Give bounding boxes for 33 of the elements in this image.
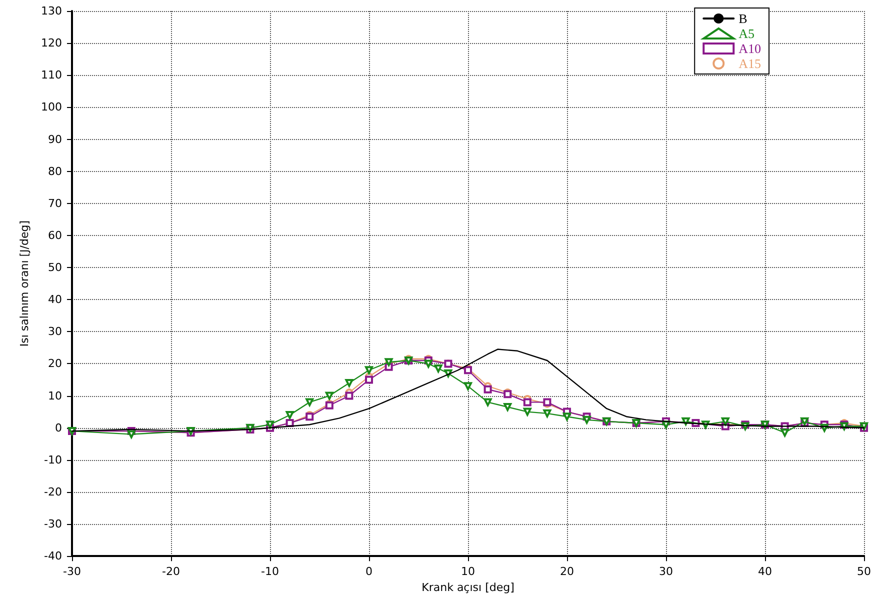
y-tick-label: 80 bbox=[48, 164, 62, 178]
y-tick-label: 130 bbox=[41, 4, 62, 18]
x-tick-label: 20 bbox=[560, 565, 574, 578]
y-tick-label: 0 bbox=[55, 421, 62, 434]
x-tick-label: -20 bbox=[162, 565, 180, 578]
y-tick-label: 30 bbox=[48, 325, 62, 338]
x-tick-label: 50 bbox=[857, 565, 871, 578]
y-tick-label: -30 bbox=[44, 518, 62, 531]
legend-label: A10 bbox=[738, 41, 761, 56]
legend-label: B bbox=[738, 11, 748, 26]
y-tick-label: -20 bbox=[44, 485, 62, 498]
x-tick-label: 40 bbox=[758, 565, 772, 578]
legend-label: A15 bbox=[738, 56, 761, 71]
y-tick-label: 60 bbox=[48, 228, 62, 242]
y-tick-label: 20 bbox=[48, 357, 62, 370]
y-tick-label: 120 bbox=[41, 36, 62, 50]
y-tick-label: 110 bbox=[41, 68, 62, 82]
y-tick-label: 10 bbox=[48, 389, 62, 402]
x-axis-title: Krank açısı [deg] bbox=[422, 581, 514, 594]
x-tick-label: 30 bbox=[659, 565, 673, 578]
x-tick-label: 0 bbox=[366, 565, 372, 578]
y-tick-label: -10 bbox=[44, 453, 62, 466]
y-tick-label: -40 bbox=[44, 550, 62, 563]
x-tick-label: 10 bbox=[461, 565, 475, 578]
y-tick-label: 50 bbox=[48, 261, 62, 274]
y-axis-title: Isı salınım oranı [J/deg] bbox=[18, 220, 32, 347]
y-tick-label: 70 bbox=[48, 196, 62, 210]
legend-label: A5 bbox=[738, 26, 754, 41]
x-tick-label: -10 bbox=[261, 565, 279, 578]
y-tick-label: 90 bbox=[48, 132, 62, 146]
y-tick-label: 40 bbox=[48, 293, 62, 306]
x-tick-label: -30 bbox=[63, 565, 81, 578]
y-tick-label: 100 bbox=[41, 100, 62, 114]
